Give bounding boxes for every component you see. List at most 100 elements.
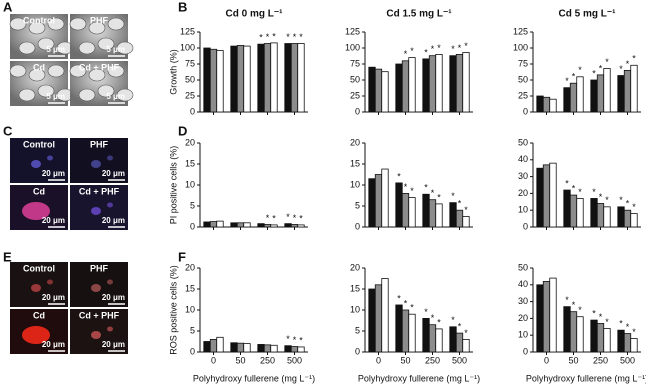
significance-mark: * [565, 76, 569, 86]
bar [203, 47, 211, 113]
significance-mark: * [410, 186, 414, 196]
y-tick-label: 50 [518, 262, 528, 272]
significance-mark: * [299, 213, 303, 223]
image-label: Cd [33, 186, 45, 196]
bar [374, 284, 383, 353]
bar [290, 346, 299, 353]
y-tick-label: 50 [185, 74, 195, 84]
significance-mark: * [565, 295, 569, 305]
cell [91, 331, 101, 339]
cell [47, 17, 65, 31]
cell [22, 202, 50, 220]
panel-letter: E [3, 249, 12, 264]
cell [107, 279, 113, 285]
significance-mark: * [626, 199, 630, 209]
significance-mark: * [605, 317, 609, 327]
cell [69, 17, 87, 31]
bar [603, 328, 611, 353]
bar [455, 332, 464, 353]
significance-mark: * [299, 32, 303, 42]
significance-mark: * [451, 191, 455, 201]
y-tick-label: 20 [518, 313, 528, 323]
significance-mark: * [437, 317, 441, 327]
significance-mark: * [632, 327, 636, 337]
significance-mark: * [599, 63, 603, 73]
bar [630, 338, 638, 353]
bar [596, 74, 605, 113]
bar [230, 222, 238, 228]
x-tick-label: 0 [544, 355, 549, 365]
y-tick-label: 0 [355, 346, 360, 356]
significance-mark: * [404, 182, 408, 192]
y-tick-label: 0 [523, 106, 528, 116]
significance-mark: * [293, 213, 297, 223]
y-axis-label: ROS positive cells (%) [168, 265, 178, 355]
significance-mark: * [578, 187, 582, 197]
y-axis-label: Growth (%) [168, 49, 178, 95]
y-tick-label: 75 [185, 58, 195, 68]
bar [381, 168, 389, 228]
bar [462, 338, 470, 353]
cell [47, 279, 53, 285]
y-tick-label: 0 [523, 221, 528, 231]
significance-mark: * [424, 307, 428, 317]
y-tick-label: 20 [350, 262, 360, 272]
scale-label: 20 μm [42, 293, 65, 302]
significance-mark: * [578, 305, 582, 315]
bar [368, 288, 376, 353]
y-tick-label: 20 [518, 188, 528, 198]
y-tick-label: 5 [355, 325, 360, 335]
bar [203, 221, 211, 228]
significance-mark: * [272, 31, 276, 41]
significance-mark: * [592, 187, 596, 197]
significance-mark: * [592, 308, 596, 318]
significance-mark: * [458, 43, 462, 53]
cell [107, 155, 113, 161]
significance-mark: * [286, 212, 290, 222]
significance-mark: * [266, 213, 270, 223]
image-label: Cd [33, 310, 45, 320]
bar [536, 167, 544, 228]
significance-mark: * [626, 59, 630, 69]
significance-mark: * [286, 32, 290, 42]
significance-mark: * [293, 32, 297, 42]
y-tick-label: 10 [518, 330, 528, 340]
significance-mark: * [605, 195, 609, 205]
bar [542, 96, 551, 113]
significance-mark: * [619, 319, 623, 329]
bar [297, 43, 305, 113]
significance-mark: * [619, 64, 623, 74]
x-tick-label: 0 [211, 355, 216, 365]
bar [209, 48, 218, 113]
y-tick-label: 100 [345, 42, 360, 52]
y-tick-label: 25 [350, 90, 360, 100]
bar [395, 304, 403, 353]
bar [290, 224, 299, 228]
bar [623, 209, 632, 228]
bar [428, 199, 437, 228]
bar [257, 43, 265, 113]
y-tick-label: 10 [350, 304, 360, 314]
bar [243, 343, 251, 353]
cell [91, 207, 101, 215]
significance-mark: * [286, 334, 290, 344]
cell [97, 84, 115, 98]
x-tick-label: 0 [376, 355, 381, 365]
y-tick-label: 15 [185, 283, 195, 293]
micrograph [10, 138, 68, 183]
significance-mark: * [592, 68, 596, 78]
bar [623, 333, 632, 353]
y-tick-label: 100 [513, 42, 528, 52]
y-tick-label: 30 [518, 171, 528, 181]
significance-mark: * [299, 335, 303, 345]
significance-mark: * [572, 72, 576, 82]
y-tick-label: 10 [518, 205, 528, 215]
panel-letter: D [178, 123, 187, 138]
y-tick-label: 50 [518, 74, 528, 84]
significance-mark: * [266, 32, 270, 42]
bar [630, 64, 638, 113]
micrograph [70, 262, 128, 307]
significance-mark: * [424, 47, 428, 57]
significance-mark: * [410, 303, 414, 313]
